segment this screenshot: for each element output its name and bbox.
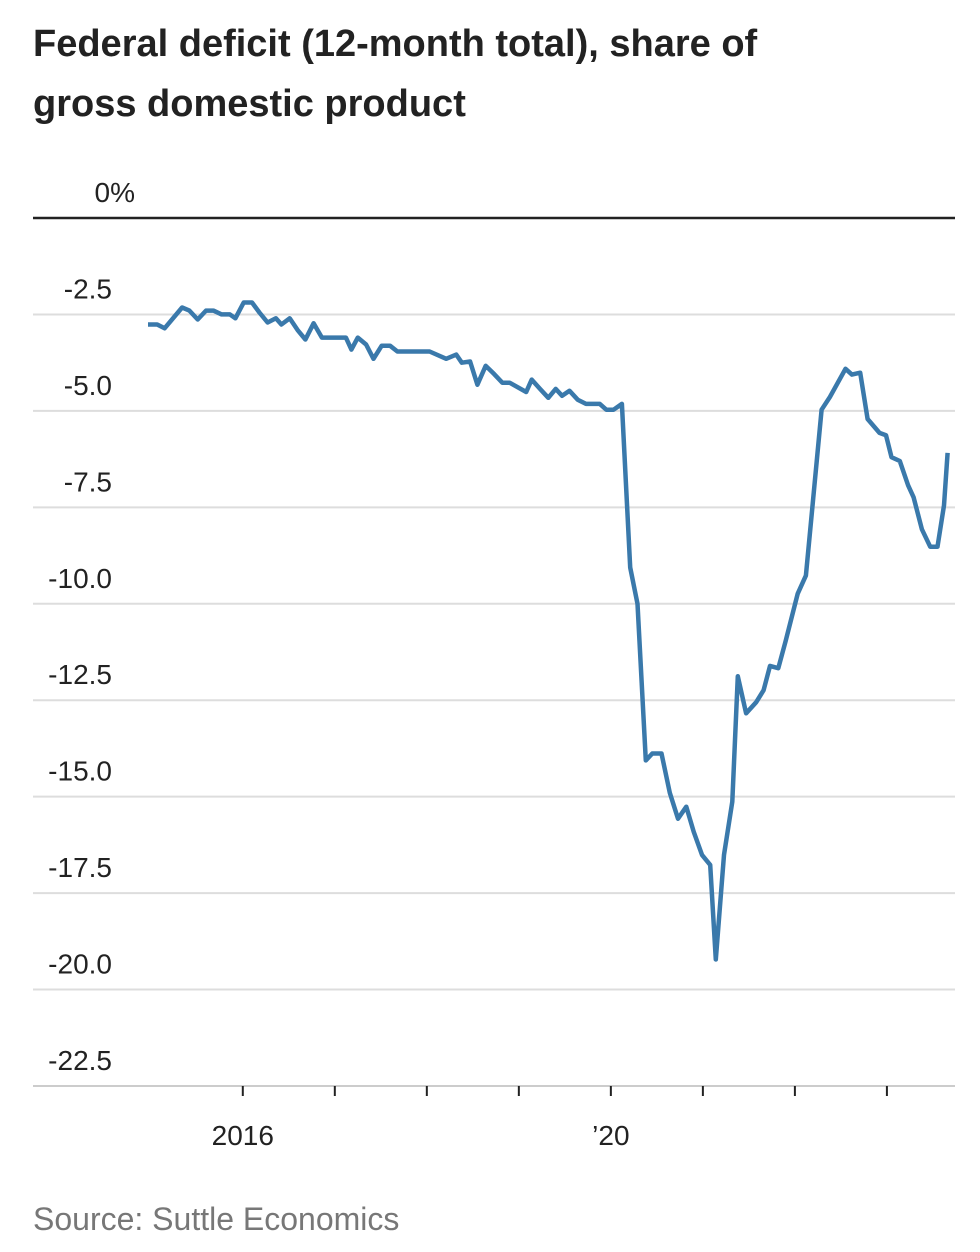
x-tick-label: 2016	[212, 1120, 274, 1151]
y-tick-label: 0%	[95, 177, 135, 208]
x-tick-label: ’20	[592, 1120, 629, 1151]
y-tick-label: -17.5	[48, 852, 112, 883]
y-tick-label: -5.0	[64, 370, 112, 401]
source: Source: Suttle Economics	[33, 1201, 399, 1237]
y-tick-label: -22.5	[48, 1045, 112, 1076]
title-line: Federal deficit (12-month total), share …	[33, 23, 758, 65]
y-tick-label: -15.0	[48, 756, 112, 787]
title-line: gross domestic product	[33, 83, 466, 125]
y-tick-label: -2.5	[64, 273, 112, 304]
y-tick-label: -7.5	[64, 466, 112, 497]
y-tick-label: -10.0	[48, 563, 112, 594]
y-tick-label: -20.0	[48, 949, 112, 980]
line-series	[148, 300, 950, 962]
y-tick-label: -12.5	[48, 659, 112, 690]
chart-title: Federal deficit (12-month total), share …	[33, 23, 758, 125]
